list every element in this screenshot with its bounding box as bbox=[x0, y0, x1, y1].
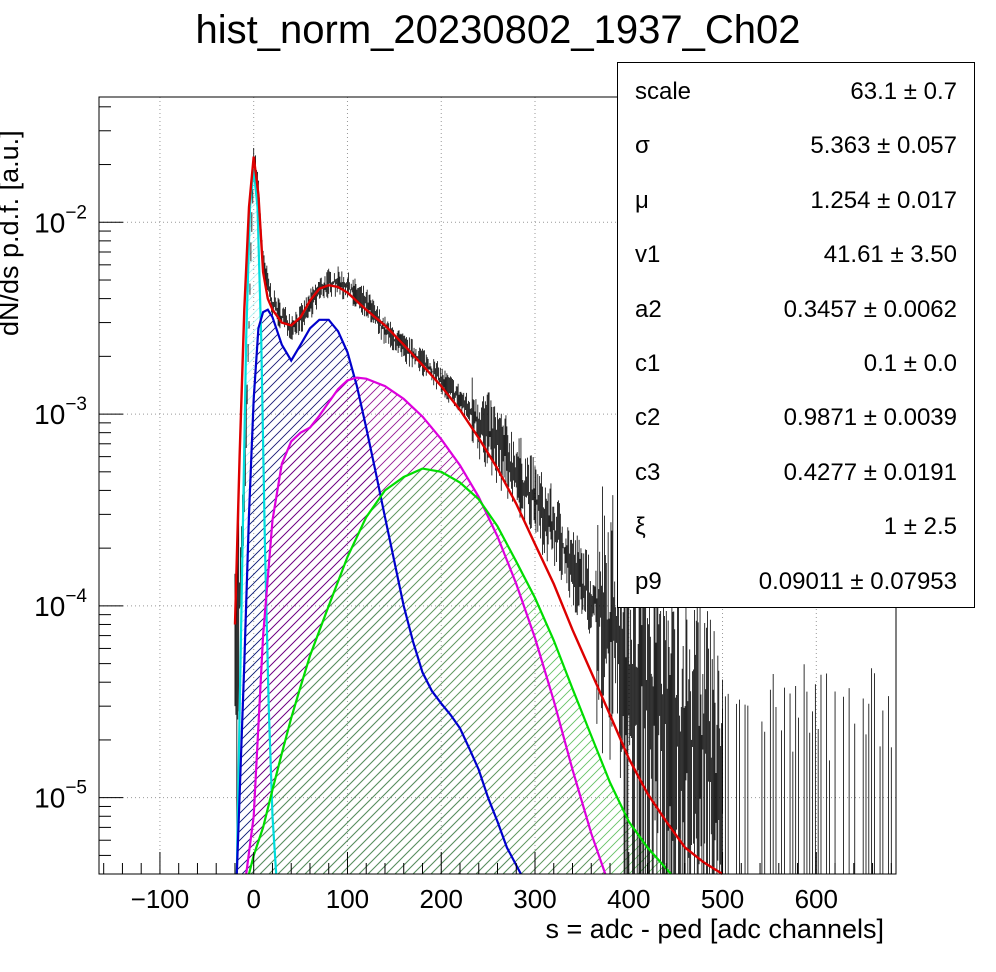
x-tick-label: 0 bbox=[246, 884, 260, 914]
stat-row: μ 1.254 ± 0.017 bbox=[618, 173, 974, 227]
component-curves bbox=[233, 148, 892, 876]
stat-value: 1.254 ± 0.017 bbox=[810, 186, 957, 214]
component-curve bbox=[245, 376, 607, 875]
stat-name: p9 bbox=[635, 567, 662, 595]
stat-value: 0.9871 ± 0.0039 bbox=[783, 404, 957, 432]
stat-value: 0.3457 ± 0.0062 bbox=[783, 295, 957, 323]
stat-value: 0.4277 ± 0.0191 bbox=[783, 458, 957, 486]
stat-row: a2 0.3457 ± 0.0062 bbox=[618, 282, 974, 336]
stat-row: ξ 1 ± 2.5 bbox=[618, 499, 974, 553]
stat-row: c3 0.4277 ± 0.0191 bbox=[618, 445, 974, 499]
stat-name: σ bbox=[635, 132, 650, 160]
stat-name: μ bbox=[635, 186, 649, 214]
stat-row: v1 41.61 ± 3.50 bbox=[618, 227, 974, 281]
x-tick-label: −100 bbox=[131, 884, 190, 914]
x-tick-label: 600 bbox=[795, 884, 838, 914]
component-curve bbox=[235, 308, 522, 875]
stat-value: 0.1 ± 0.0 bbox=[863, 350, 957, 377]
y-axis-label: dN/ds p.d.f. [a.u.] bbox=[0, 130, 24, 336]
y-tick-label: 10−2 bbox=[34, 202, 87, 238]
component-fill bbox=[249, 468, 671, 874]
x-tick-label: 100 bbox=[326, 884, 369, 914]
chart-title: hist_norm_20230802_1937_Ch02 bbox=[195, 8, 801, 52]
stat-value: 0.09011 ± 0.07953 bbox=[758, 567, 957, 595]
y-tick-label: 10−5 bbox=[34, 778, 87, 814]
component-curve bbox=[247, 467, 672, 875]
x-tick-label: 500 bbox=[701, 884, 744, 914]
component-curve bbox=[235, 168, 278, 875]
stat-value: 41.61 ± 3.50 bbox=[823, 241, 957, 269]
stat-row: p9 0.09011 ± 0.07953 bbox=[618, 554, 974, 608]
component-fills bbox=[236, 168, 671, 875]
stat-name: scale bbox=[635, 78, 692, 105]
stat-value: 63.1 ± 0.7 bbox=[850, 78, 957, 105]
fit-stats-box: scale 63.1 ± 0.7 σ 5.363 ± 0.057 μ 1.254 ± 0.… bbox=[617, 62, 975, 608]
stat-name: c2 bbox=[635, 404, 661, 432]
stat-row: σ 5.363 ± 0.057 bbox=[618, 118, 974, 172]
stat-name: v1 bbox=[635, 241, 661, 269]
stat-row: c2 0.9871 ± 0.0039 bbox=[618, 390, 974, 444]
x-tick-label: 400 bbox=[607, 884, 650, 914]
x-tick-label: 200 bbox=[420, 884, 463, 914]
stat-name: ξ bbox=[635, 513, 646, 541]
axes: −100 0 100 200 300 400 500 600 10−2 10−3 10−4 10−5 bbox=[34, 106, 892, 914]
x-axis-label: s = adc - ped [adc channels] bbox=[546, 914, 884, 944]
stat-name: c1 bbox=[635, 350, 661, 377]
y-tick-label: 10−4 bbox=[34, 586, 87, 622]
stat-value: 5.363 ± 0.057 bbox=[810, 132, 957, 160]
x-tick-label: 300 bbox=[513, 884, 556, 914]
stat-name: c3 bbox=[635, 458, 661, 486]
stat-row: c1 0.1 ± 0.0 bbox=[618, 336, 974, 390]
stat-value: 1 ± 2.5 bbox=[883, 513, 957, 541]
stat-name: a2 bbox=[635, 295, 662, 323]
total-fit-curve bbox=[233, 156, 724, 876]
stat-row: scale 63.1 ± 0.7 bbox=[618, 64, 974, 118]
y-tick-label: 10−3 bbox=[34, 394, 87, 430]
